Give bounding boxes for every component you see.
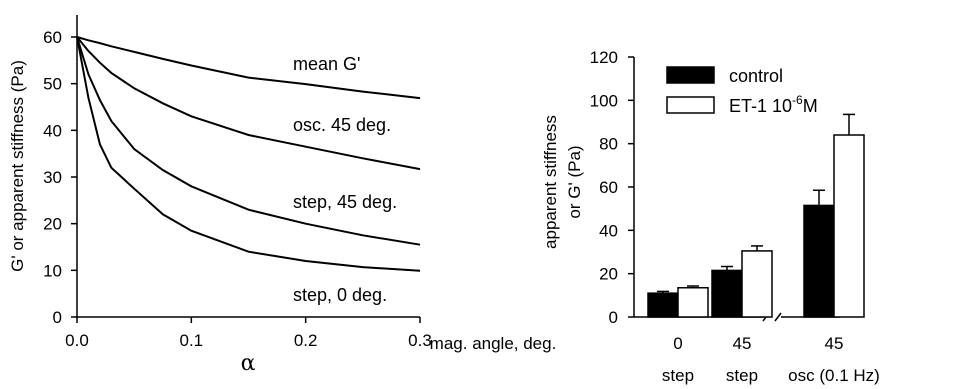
bar-et1-0 — [677, 287, 709, 318]
bar-row-label: mag. angle, deg. — [430, 334, 557, 353]
line-chart: 0.0 0.1 0.2 0.3 0 10 20 30 40 50 60 mean G' osc. … — [8, 15, 432, 376]
bar-y-axis-label-line2: or G' (Pa) — [565, 145, 584, 218]
legend-label-et1-sup: -6 — [792, 93, 803, 107]
bar-control-0 — [647, 292, 679, 318]
bar-category-mode: step — [662, 366, 694, 385]
bar-control-1 — [711, 269, 743, 318]
legend-swatch-et1 — [666, 96, 715, 114]
line-x-tick-label: 0.3 — [408, 331, 432, 350]
line-x-axis-label: α — [241, 351, 256, 376]
legend-label-control: control — [729, 66, 783, 86]
line-y-tick-label: 60 — [43, 28, 62, 47]
legend-label-et1: ET-1 10-6M — [729, 93, 818, 116]
bar-et1-2 — [833, 134, 865, 318]
line-y-tick-label: 10 — [43, 261, 62, 280]
line-y-ticks: 0 10 20 30 40 50 60 — [43, 28, 77, 327]
bar-category-labels: 0 step 45 step 45 osc (0.1 Hz) — [662, 334, 880, 385]
bar-y-tick-label: 0 — [609, 308, 618, 327]
line-series-3 — [76, 36, 421, 272]
legend-swatch-control — [666, 66, 715, 84]
series-label-step-45: step, 45 deg. — [293, 192, 397, 212]
series-label-mean-g: mean G' — [293, 54, 360, 74]
line-x-tick-label: 0.2 — [294, 331, 318, 350]
line-chart-axes — [76, 15, 420, 318]
bar-legend: control ET-1 10-6M — [666, 66, 818, 116]
series-label-osc-45: osc. 45 deg. — [293, 115, 391, 135]
bar-y-tick-label: 60 — [599, 178, 618, 197]
line-y-tick-label: 0 — [53, 308, 62, 327]
line-y-tick-label: 30 — [43, 168, 62, 187]
line-curves — [76, 36, 421, 272]
legend-label-et1-suffix: M — [803, 96, 818, 116]
axis-break-mark-right — [774, 312, 782, 322]
legend-label-et1-base: ET-1 10 — [729, 96, 792, 116]
bar-category-mode: osc (0.1 Hz) — [788, 366, 880, 385]
line-y-tick-label: 20 — [43, 215, 62, 234]
bar-category-mode: step — [726, 366, 758, 385]
bar-category-angle: 0 — [673, 334, 682, 353]
line-series-labels: mean G' osc. 45 deg. step, 45 deg. step,… — [293, 54, 397, 305]
bar-y-ticks: 0 20 40 60 80 100 120 — [590, 48, 634, 327]
line-series-1 — [76, 36, 421, 171]
bar-category-angle: 45 — [825, 334, 844, 353]
bar-y-tick-label: 120 — [590, 48, 618, 67]
line-x-ticks: 0.0 0.1 0.2 0.3 — [65, 317, 432, 350]
bar-chart: 0 20 40 60 80 100 120 0 step 45 step 45 osc (0.1 Hz… — [430, 48, 880, 385]
bar-category-angle: 45 — [733, 334, 752, 353]
bar-y-axis-label-line1: apparent stiffness — [541, 115, 560, 249]
bar-bars — [647, 113, 865, 318]
line-x-tick-label: 0.1 — [180, 331, 204, 350]
line-series-2 — [76, 36, 421, 246]
series-label-step-0: step, 0 deg. — [293, 285, 387, 305]
bar-control-2 — [803, 204, 835, 318]
line-x-tick-label: 0.0 — [65, 331, 89, 350]
bar-et1-1 — [741, 250, 773, 318]
line-series-0 — [76, 36, 421, 100]
bar-y-tick-label: 20 — [599, 265, 618, 284]
line-y-axis-label: G' or apparent stiffness (Pa) — [8, 60, 27, 272]
line-y-tick-label: 40 — [43, 121, 62, 140]
bar-y-tick-label: 40 — [599, 221, 618, 240]
bar-y-tick-label: 80 — [599, 135, 618, 154]
line-y-tick-label: 50 — [43, 75, 62, 94]
bar-y-tick-label: 100 — [590, 91, 618, 110]
